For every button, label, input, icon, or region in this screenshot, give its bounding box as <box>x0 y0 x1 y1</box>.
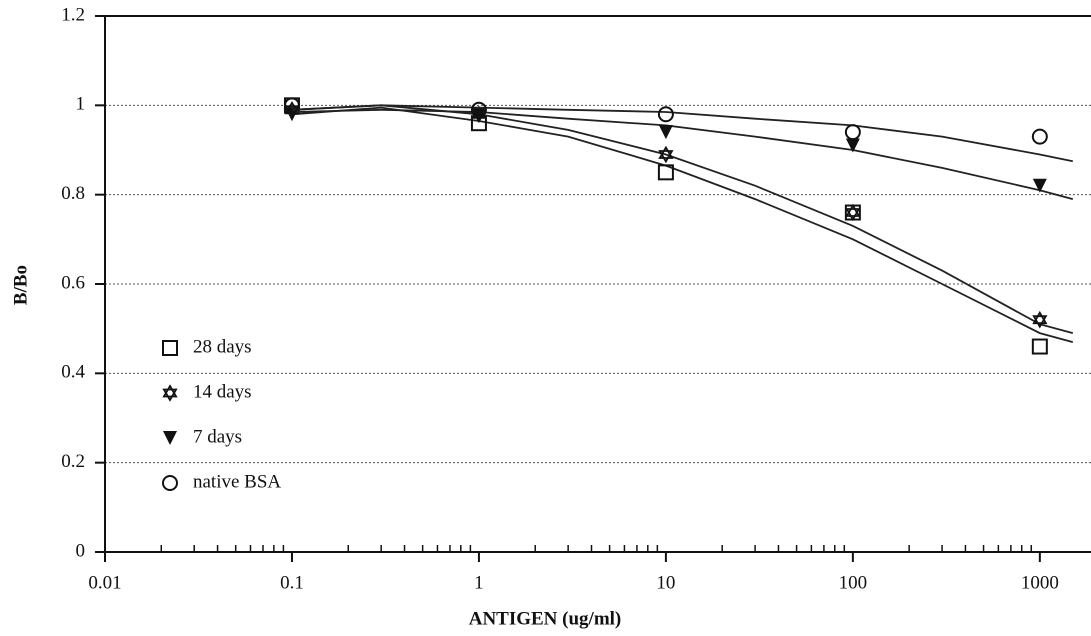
legend-marker <box>162 340 178 356</box>
data-point <box>657 164 674 181</box>
legend-marker <box>162 384 178 402</box>
legend-marker <box>162 475 178 491</box>
data-point <box>845 203 861 222</box>
legend-label: 7 days <box>193 426 242 447</box>
data-point <box>845 138 860 153</box>
y-tick-label: 0.4 <box>61 362 85 383</box>
x-tick-label: 1000 <box>1021 572 1059 593</box>
y-tick-label: 0.2 <box>61 451 85 472</box>
data-point <box>658 145 674 164</box>
legend-label: 28 days <box>193 336 252 357</box>
fit-curve <box>291 108 1074 200</box>
fit-curve <box>291 104 1074 334</box>
y-axis-label: B/Bo <box>10 265 31 305</box>
x-tick-label: 10 <box>656 572 675 593</box>
fit-curve <box>291 104 1073 163</box>
data-point <box>470 101 487 118</box>
x-axis-label: ANTIGEN (ug/ml) <box>469 608 622 629</box>
legend-label: native BSA <box>193 471 281 492</box>
data-point <box>1031 128 1048 145</box>
y-tick-label: 0 <box>76 540 86 561</box>
y-tick-label: 0.8 <box>61 183 85 204</box>
legend-marker <box>163 431 177 445</box>
data-point <box>844 124 861 141</box>
y-tick-label: 0.6 <box>61 272 85 293</box>
x-tick-label: 1 <box>474 572 484 593</box>
x-tick-label: 100 <box>839 572 868 593</box>
fit-curve <box>291 106 1074 343</box>
data-point <box>283 97 300 114</box>
data-point <box>471 107 486 122</box>
y-tick-label: 1 <box>76 94 86 115</box>
x-tick-label: 0.01 <box>88 572 121 593</box>
x-tick-label: 0.1 <box>280 572 304 593</box>
data-point <box>1031 338 1048 355</box>
data-point <box>1032 178 1047 193</box>
data-point <box>658 125 673 140</box>
y-tick-label: 1.2 <box>61 4 85 25</box>
data-point <box>657 106 674 123</box>
legend-label: 14 days <box>193 381 252 402</box>
data-point <box>1032 310 1048 329</box>
